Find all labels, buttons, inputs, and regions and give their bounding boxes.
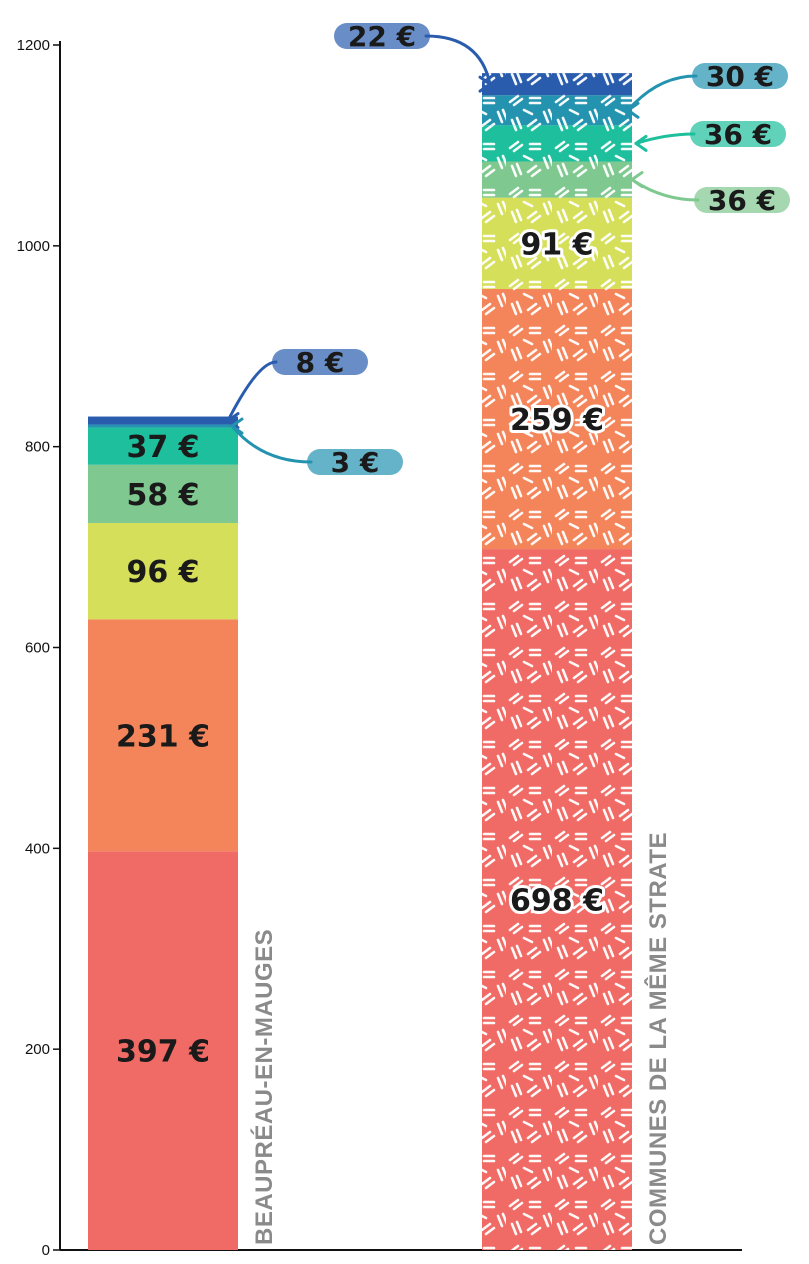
callout-arrow [634,132,696,145]
category-label: BEAUPRÉAU-EN-MAUGES [250,929,278,1245]
bar-segment-texture [482,95,632,126]
bar-segment [88,619,238,852]
bar-segment-texture [482,549,632,1250]
callout-highlight [334,23,430,49]
bar-segment [88,522,238,620]
y-tick-label: 600 [25,640,50,657]
y-tick-label: 0 [42,1242,50,1259]
callout-arrow [226,360,278,423]
callout-arrowhead [230,417,244,435]
bar-segment-texture [482,73,632,96]
segment-value-label: 259 € [510,403,604,438]
y-tick-label: 800 [25,439,50,456]
callout-value-label: 36 € [708,184,776,217]
segment-value-label: 91 € [520,227,593,262]
callout-arrowhead [478,75,492,93]
callout-arrow [630,178,700,202]
bar-segment [88,424,238,428]
bars: 397 € 231 € 96 € 58 € 37 € 698 € 259 € 91 € [88,73,632,1250]
callout-arrowhead [626,101,640,119]
bar-segment [88,416,238,425]
segment-value-label: 397 € [116,1035,210,1070]
callout-arrowhead [630,171,644,189]
callout-highlight [272,349,368,375]
y-tick-label: 1000 [17,238,50,255]
y-tick-label: 200 [25,1041,50,1058]
callout-value-label: 3 € [331,446,380,479]
callout-highlight [690,121,786,147]
y-tick-label: 400 [25,840,50,857]
bar-segment-texture [482,289,632,550]
callout-highlight [692,63,788,89]
bar-segment [88,851,238,1250]
callout-arrow [230,424,313,464]
callout-arrowhead [634,134,648,152]
segment-value-label: 96 € [126,555,199,590]
callouts: 8 € 3 € 22 € 30 € 36 € 36 € [226,20,790,479]
segment-value-label: 58 € [126,478,199,513]
bar-segment [88,464,238,523]
bar-segment-texture [482,125,632,162]
callout-value-label: 22 € [348,20,416,53]
segment-value-label: 698 € [510,884,604,919]
segment-value-label: 231 € [116,719,210,754]
callout-highlight [694,187,790,213]
callout-arrow [626,74,698,112]
callout-value-label: 36 € [704,118,772,151]
callout-value-label: 30 € [706,60,774,93]
category-labels: BEAUPRÉAU-EN-MAUGES COMMUNES DE LA MÊME S… [250,832,672,1245]
category-label: COMMUNES DE LA MÊME STRATE [644,832,672,1245]
bar-segment-texture [482,161,632,198]
bar-segment [88,427,238,465]
segment-value-label: 37 € [126,430,199,465]
callout-value-label: 8 € [296,346,345,379]
bar-segment-texture [482,197,632,290]
y-tick-label: 1200 [17,37,50,54]
callout-arrow [424,34,492,86]
callout-highlight [307,449,403,475]
